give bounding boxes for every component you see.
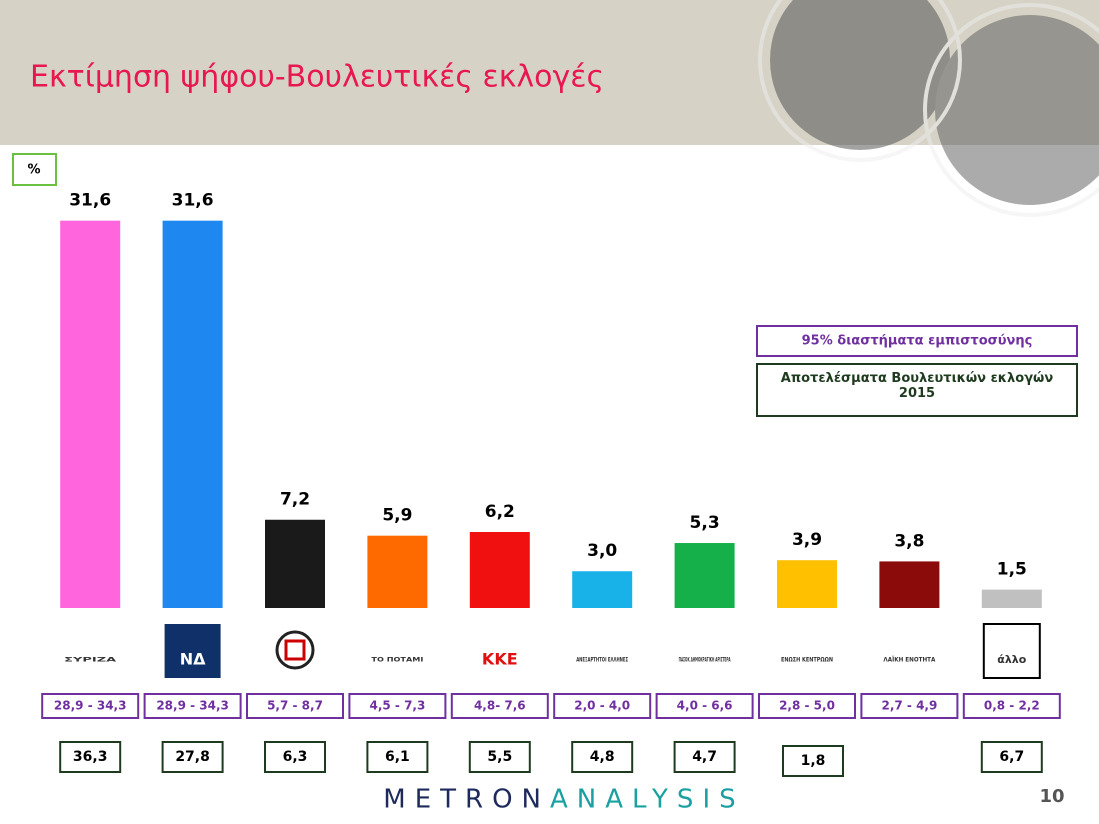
- result-label: 6,3: [283, 749, 308, 765]
- bar: [572, 571, 633, 608]
- result-label: 27,8: [175, 749, 210, 765]
- bar: [981, 589, 1042, 608]
- value-label: 5,3: [690, 513, 720, 533]
- bar: [162, 220, 223, 608]
- result-label: 5,5: [487, 749, 512, 765]
- legend-results-wrap: Αποτελέσματα Βουλευτικών εκλογών 2015: [780, 371, 1054, 401]
- x-tick-label: ΛΑΪΚΗ ΕΝΟΤΗΤΑ: [883, 657, 935, 664]
- page-number: 10: [1039, 786, 1064, 807]
- ci-label: 5,7 - 8,7: [267, 699, 323, 713]
- result-box: [980, 741, 1043, 773]
- bar: [469, 532, 530, 608]
- ci-label: 2,7 - 4,9: [881, 699, 937, 713]
- bar: [674, 543, 735, 608]
- header-decoration: [758, 0, 1099, 217]
- ci-box: [143, 693, 242, 719]
- result-box: [161, 741, 224, 773]
- x-tick-label: ΣΥΡΙΖΑ: [64, 657, 117, 664]
- party-logo: [471, 624, 528, 678]
- result-label: 4,8: [590, 749, 615, 765]
- party-logo-emblem: [275, 630, 315, 670]
- x-tick-label: ΠΑΣΟΚ ΔΗΜΟΚΡΑΤΙΚΗ ΑΡΙΣΤΕΡΑ: [679, 657, 731, 664]
- unit-label: %: [27, 163, 40, 178]
- value-label: 3,0: [587, 541, 617, 561]
- ci-label: 0,8 - 2,2: [984, 699, 1040, 713]
- result-label: 6,7: [999, 749, 1024, 765]
- ci-label: 28,9 - 34,3: [54, 699, 127, 713]
- ci-label: 4,8- 7,6: [474, 699, 526, 713]
- value-label: 5,9: [382, 506, 412, 526]
- ci-label: 2,0 - 4,0: [574, 699, 630, 713]
- bar: [777, 560, 837, 608]
- ci-box: [758, 693, 856, 719]
- result-box: [673, 741, 736, 773]
- chart-title: Εκτίμηση ψήφου-Βουλευτικές εκλογές: [30, 60, 604, 95]
- party-logo: [164, 624, 221, 678]
- result-box: [264, 741, 326, 773]
- ci-label: 4,5 - 7,3: [369, 699, 425, 713]
- party-logo: [574, 624, 631, 678]
- ci-box: [450, 693, 549, 719]
- result-box: [782, 745, 844, 777]
- party-logo: [676, 624, 733, 678]
- party-logo: [369, 624, 426, 678]
- value-label: 3,8: [894, 531, 924, 551]
- party-logo-emblem: [284, 639, 306, 661]
- result-box: [468, 741, 531, 773]
- value-label: 31,6: [69, 191, 111, 211]
- x-tick-label: ΕΝΩΣΗ ΚΕΝΤΡΩΩΝ: [781, 657, 833, 664]
- result-label: 6,1: [385, 749, 410, 765]
- bar: [265, 519, 325, 608]
- result-label: 4,7: [692, 749, 717, 765]
- ci-box: [860, 693, 959, 719]
- result-label: 36,3: [73, 749, 108, 765]
- bar: [367, 535, 428, 608]
- party-logo: [881, 624, 938, 678]
- brand-second: ANALYSIS: [550, 785, 745, 815]
- bar: [60, 220, 121, 608]
- brand-first: METRON: [383, 785, 550, 815]
- value-label: 31,6: [172, 191, 214, 211]
- unit-box: [12, 153, 57, 186]
- ci-label: 28,9 - 34,3: [156, 699, 229, 713]
- legend-ci: 95% διαστήματα εμπιστοσύνης: [802, 334, 1033, 349]
- ci-label: 2,8 - 5,0: [779, 699, 835, 713]
- ci-box: [655, 693, 754, 719]
- ci-box: [246, 693, 344, 719]
- result-label: 1,8: [801, 753, 826, 769]
- ci-box: [553, 693, 652, 719]
- result-box: [571, 741, 634, 773]
- legend-results-box: [756, 363, 1078, 417]
- ci-box: [348, 693, 447, 719]
- x-tick-label: ΝΔ: [180, 650, 206, 669]
- legend-ci-box: [756, 325, 1078, 357]
- result-box: [366, 741, 429, 773]
- party-logo: [982, 623, 1041, 679]
- ci-box: [962, 693, 1061, 719]
- value-label: 7,2: [280, 490, 310, 510]
- value-label: 6,2: [485, 502, 515, 522]
- x-tick-label: ΚΚΕ: [482, 650, 518, 669]
- party-logo: [62, 624, 119, 678]
- ci-label: 4,0 - 6,6: [677, 699, 733, 713]
- value-label: 3,9: [792, 530, 822, 550]
- value-label: 1,5: [997, 560, 1027, 580]
- party-logo: [779, 624, 835, 678]
- legend-results: Αποτελέσματα Βουλευτικών εκλογών 2015: [780, 371, 1054, 401]
- x-tick-label: ΑΝΕΞΑΡΤΗΤΟΙ ΕΛΛΗΝΕΣ: [576, 657, 628, 664]
- x-tick-label: ΤΟ ΠΟΤΑΜΙ: [371, 657, 423, 664]
- bar: [879, 561, 940, 608]
- ci-box: [41, 693, 140, 719]
- result-box: [59, 741, 122, 773]
- x-tick-label: άλλο: [997, 653, 1026, 666]
